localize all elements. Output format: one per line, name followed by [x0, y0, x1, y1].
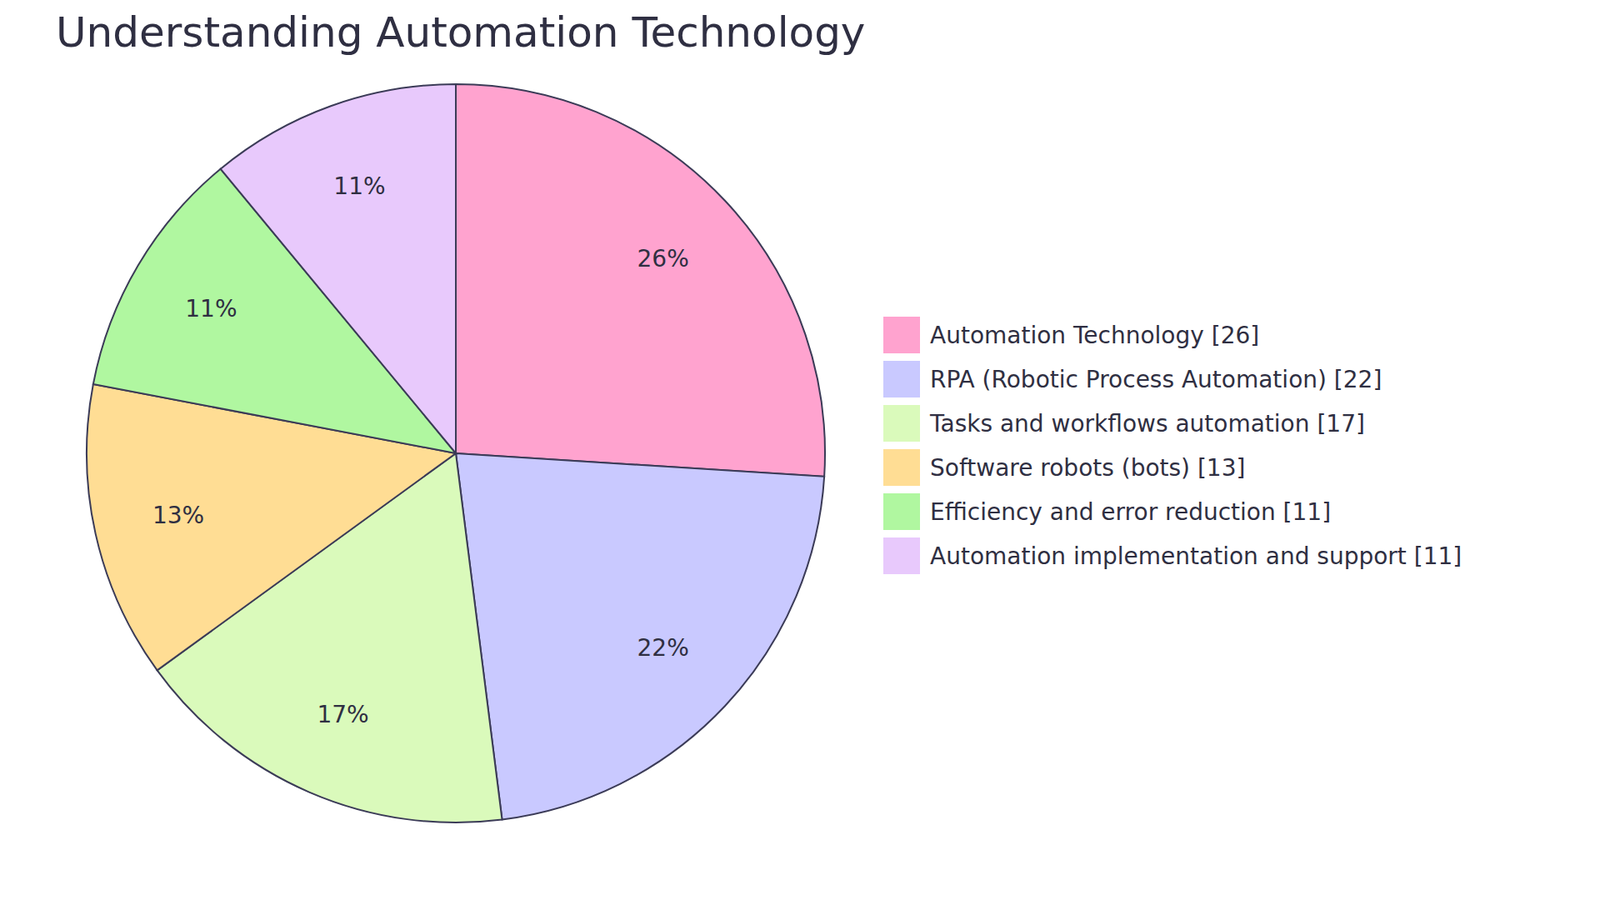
svg-text:22%: 22%: [637, 634, 690, 662]
html-text:Software robots (bots) [13]: Software robots (bots) [13]: [930, 453, 1246, 482]
svg-text:13%: 13%: [152, 501, 205, 530]
html-text:Automation implementation and: Automation implementation and support [1…: [930, 542, 1462, 570]
svg-text:11%: 11%: [185, 295, 237, 323]
html-text:Automation Technology [26]: Automation Technology [26]: [930, 321, 1260, 349]
html-text:RPA (Robotic Process Automatio: RPA (Robotic Process Automation) [22]: [930, 365, 1382, 393]
html-text:Understanding Automation Techn: Understanding Automation Technology: [55, 8, 866, 57]
svg-text:26%: 26%: [637, 245, 690, 273]
svg-text:17%: 17%: [316, 700, 369, 729]
svg-text:11%: 11%: [333, 172, 385, 200]
html-text:Tasks and workflows automation: Tasks and workflows automation [17]: [930, 409, 1365, 438]
html-text:Efficiency and error reduction: Efficiency and error reduction [11]: [930, 497, 1331, 526]
